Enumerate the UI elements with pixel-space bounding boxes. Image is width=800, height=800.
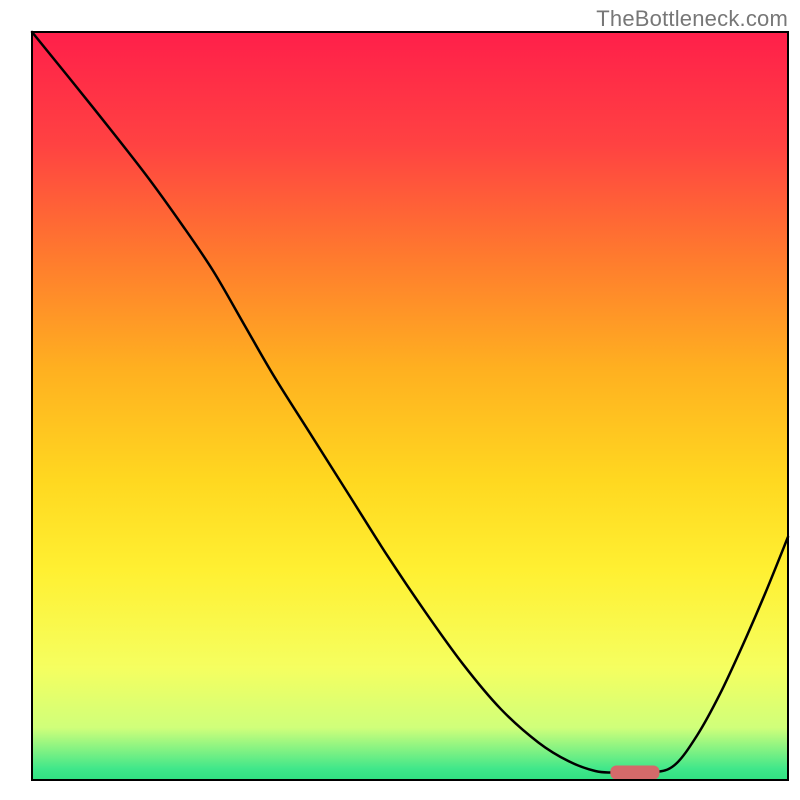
optimal-marker — [610, 766, 659, 780]
chart-container: TheBottleneck.com — [0, 0, 800, 800]
watermark-text: TheBottleneck.com — [596, 6, 788, 32]
plot-background — [32, 32, 788, 780]
chart-svg — [0, 0, 800, 800]
